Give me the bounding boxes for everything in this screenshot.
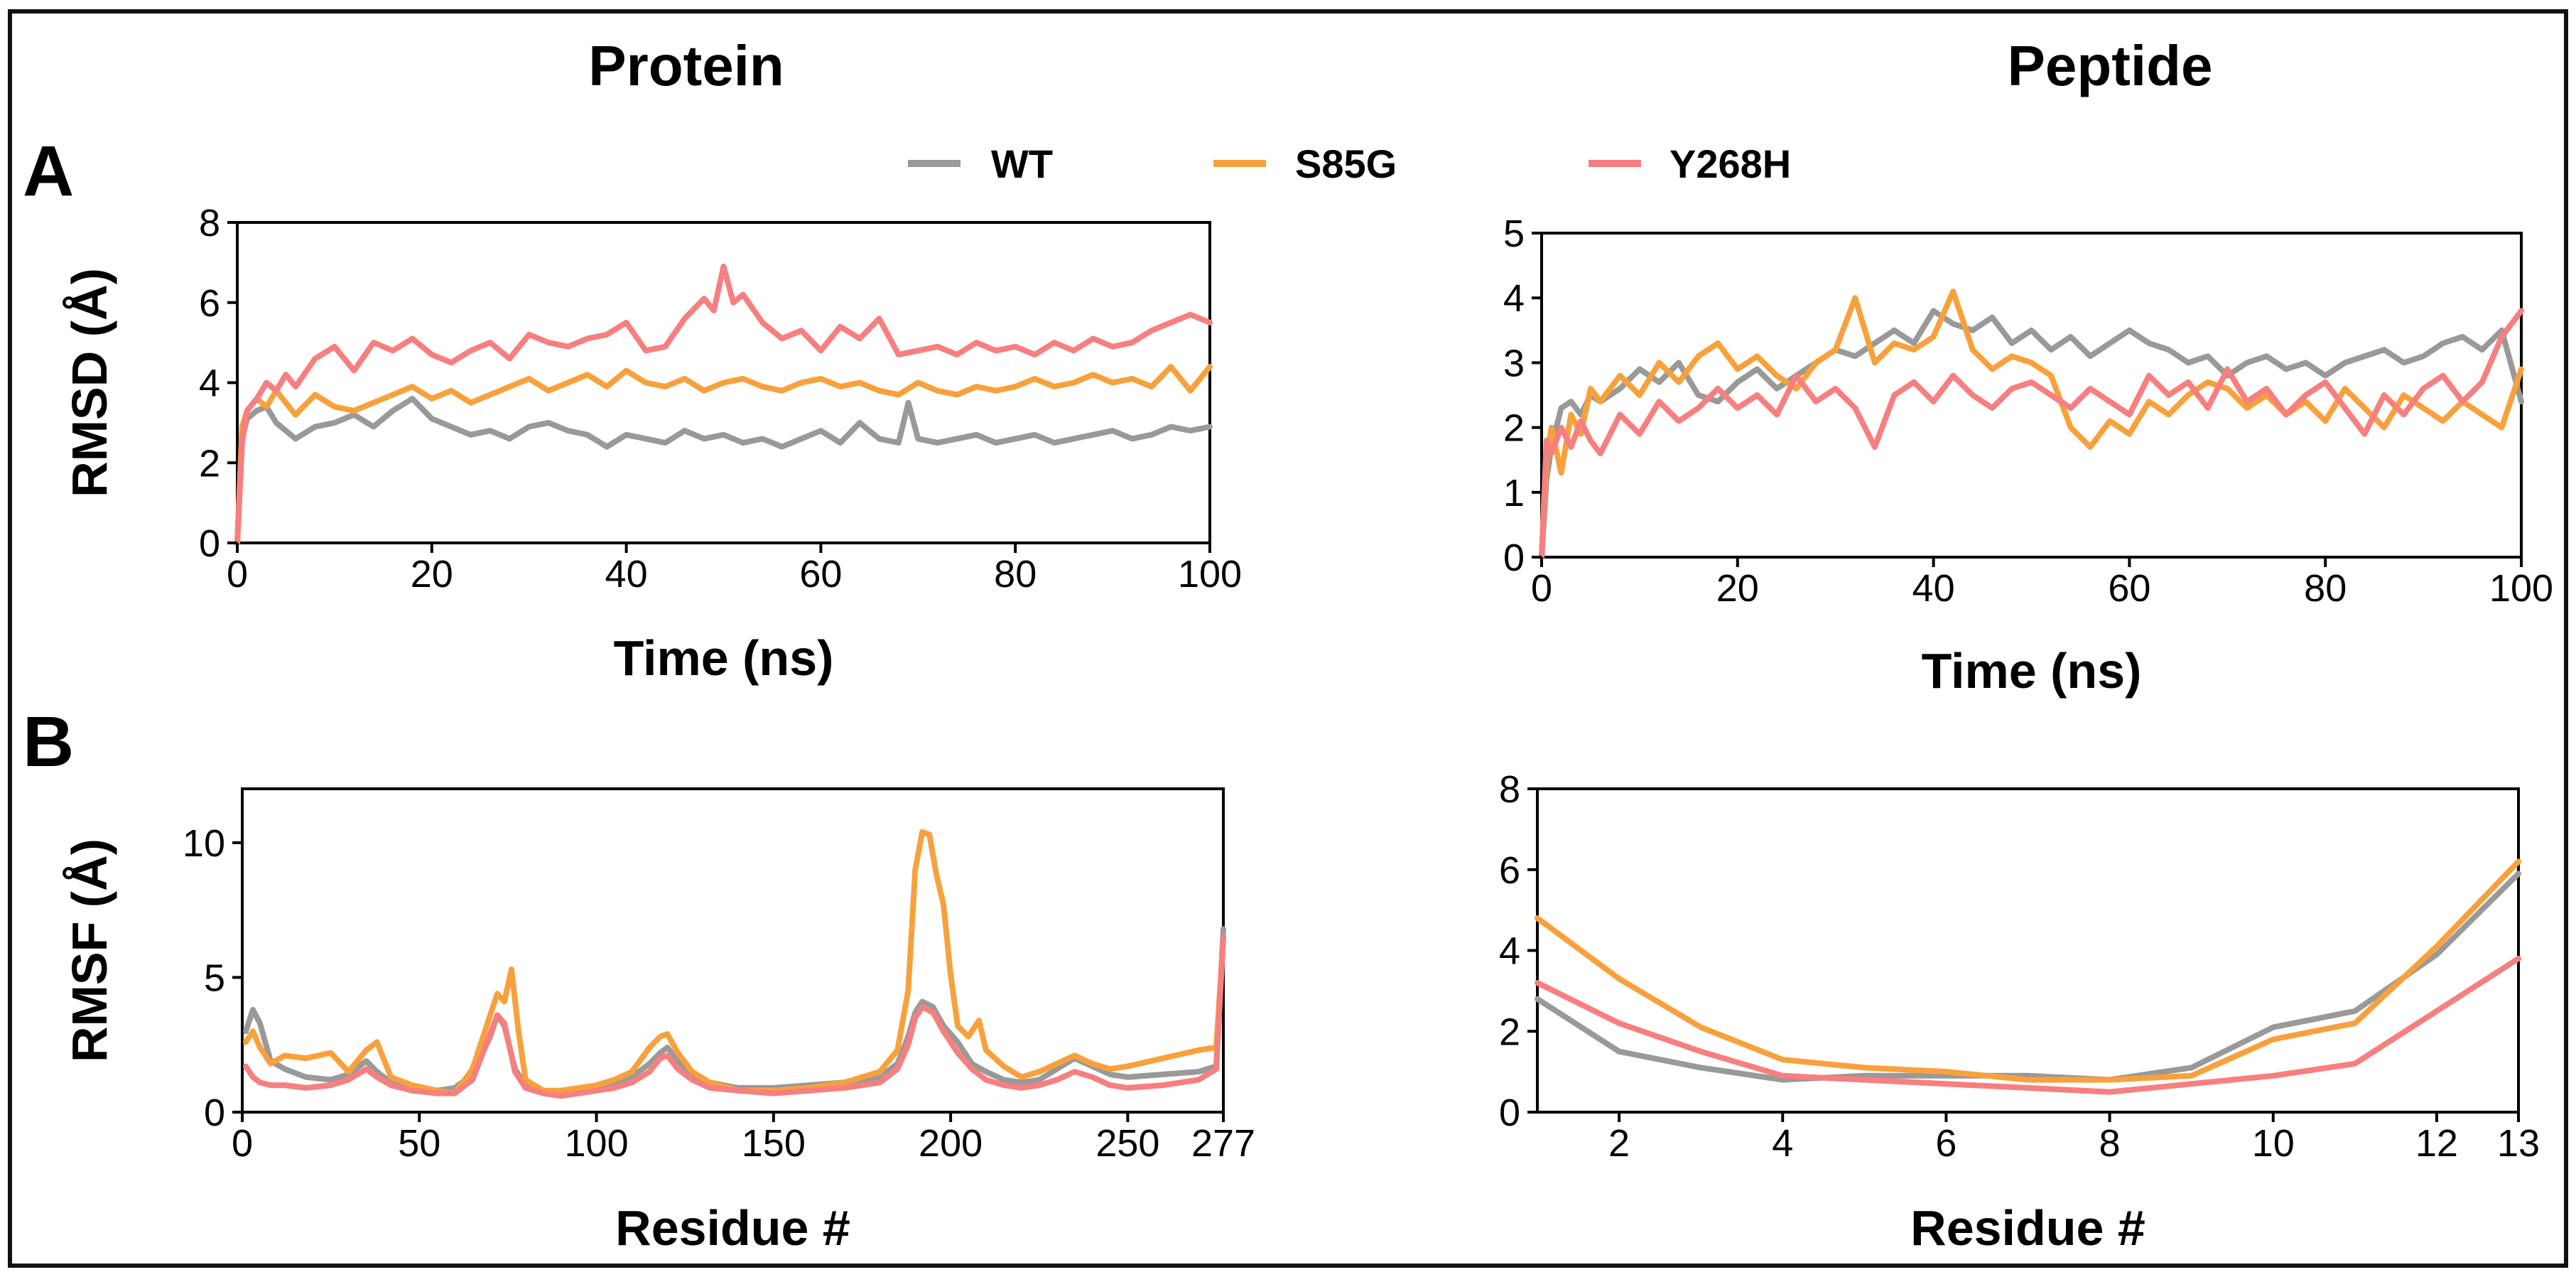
- series-line-wt: [243, 926, 1226, 1097]
- y-tick-label: 0: [1503, 537, 1525, 579]
- legend-item-wt: WT: [908, 141, 1053, 186]
- y-tick-label: 4: [1503, 277, 1525, 320]
- legend-label-wt: WT: [991, 141, 1053, 186]
- x-tick-label: 2: [1608, 1122, 1630, 1165]
- x-axis-title: Time (ns): [1922, 643, 2142, 699]
- x-tick-label: 0: [227, 553, 248, 596]
- x-tick-label: 80: [2304, 567, 2347, 610]
- x-tick-label: 6: [1935, 1122, 1957, 1165]
- y-tick-label: 2: [1503, 407, 1525, 450]
- y-tick-label: 6: [199, 282, 220, 325]
- series-line-wt: [234, 396, 1213, 546]
- x-tick-label: 4: [1772, 1122, 1793, 1165]
- y-axis-title: RMSF (Å): [62, 839, 117, 1062]
- x-axis-title: Residue #: [615, 1200, 850, 1256]
- legend: WT S85G Y268H: [908, 141, 1791, 186]
- series-line-s85g: [243, 829, 1226, 1097]
- x-tick-label: 250: [1095, 1122, 1159, 1165]
- y-tick-label: 2: [199, 442, 220, 485]
- column-title-peptide: Peptide: [2008, 34, 2213, 97]
- x-tick-label: 150: [742, 1122, 806, 1165]
- y-tick-label: 10: [183, 822, 225, 865]
- x-tick-label: 40: [1912, 567, 1955, 610]
- y-axis-title: RMSD (Å): [62, 268, 117, 497]
- x-tick-label: 200: [919, 1122, 983, 1165]
- series-line-wt: [1535, 871, 2521, 1083]
- y-tick-label: 3: [1503, 342, 1525, 384]
- plot-area-frame: [1540, 232, 2523, 559]
- x-tick-label: 0: [232, 1122, 253, 1165]
- x-tick-label: 60: [2108, 567, 2150, 610]
- x-tick-label: 100: [565, 1122, 629, 1165]
- x-tick-label: 277: [1191, 1122, 1255, 1165]
- plot-rmsd-peptide: 0 1 2 3 4 5 0 20 40 60 80 100 Time (ns): [1503, 212, 2553, 699]
- y-tick-label: 0: [1499, 1092, 1520, 1134]
- y-tick-label: 5: [204, 957, 225, 999]
- x-tick-label: 80: [994, 553, 1037, 596]
- x-tick-label: 100: [2489, 567, 2553, 610]
- y-tick-label: 6: [1499, 849, 1520, 892]
- panel-label-a: A: [23, 131, 74, 211]
- series-line-s85g: [1535, 858, 2521, 1083]
- series-line-wt: [1539, 308, 2524, 560]
- x-tick-label: 40: [605, 553, 648, 596]
- plot-rmsf-peptide: 0 2 4 6 8 2 4 6 8 10 12 13 Residue #: [1499, 768, 2540, 1256]
- x-tick-label: 50: [398, 1122, 440, 1165]
- x-tick-label: 10: [2252, 1122, 2295, 1165]
- y-tick-label: 5: [1503, 212, 1525, 255]
- x-tick-label: 13: [2497, 1122, 2540, 1165]
- series-line-s85g: [234, 364, 1213, 546]
- y-tick-label: 8: [1499, 768, 1520, 811]
- series-line-y268h: [243, 934, 1226, 1099]
- column-title-protein: Protein: [588, 34, 784, 97]
- y-tick-label: 8: [199, 202, 220, 244]
- y-tick-label: 0: [204, 1092, 225, 1134]
- legend-label-y268h: Y268H: [1669, 141, 1791, 186]
- legend-item-s85g: S85G: [1213, 141, 1397, 186]
- y-tick-label: 1: [1503, 472, 1525, 514]
- x-tick-label: 8: [2099, 1122, 2121, 1165]
- x-axis-title: Time (ns): [614, 630, 834, 686]
- series-line-s85g: [1539, 289, 2524, 560]
- panel-label-b: B: [23, 702, 74, 782]
- y-tick-label: 4: [199, 362, 220, 405]
- series-line-y268h: [234, 264, 1213, 546]
- x-tick-label: 20: [411, 553, 453, 596]
- y-tick-label: 4: [1499, 930, 1520, 973]
- legend-item-y268h: Y268H: [1589, 141, 1791, 186]
- series-line-y268h: [1535, 955, 2521, 1095]
- y-tick-label: 2: [1499, 1011, 1520, 1053]
- x-tick-label: 100: [1178, 553, 1242, 596]
- x-tick-label: 20: [1716, 567, 1759, 610]
- x-tick-label: 0: [1531, 567, 1552, 610]
- x-tick-label: 12: [2415, 1122, 2458, 1165]
- series-line-y268h: [1539, 308, 2524, 560]
- plot-area-frame: [241, 787, 1225, 1114]
- x-axis-title: Residue #: [1910, 1200, 2145, 1256]
- figure-frame: [8, 9, 2568, 1268]
- legend-label-s85g: S85G: [1295, 141, 1397, 186]
- y-tick-label: 0: [199, 522, 220, 565]
- x-tick-label: 60: [799, 553, 842, 596]
